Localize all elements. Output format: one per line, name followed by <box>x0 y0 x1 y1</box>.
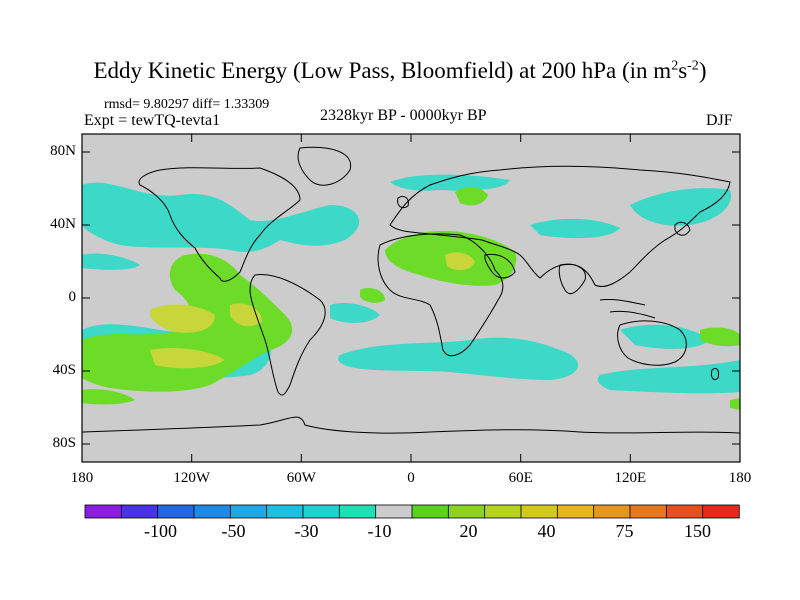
colorbar-label: 40 <box>537 521 556 541</box>
colorbar-swatch <box>411 504 450 519</box>
lon-ticks <box>81 134 741 462</box>
period-label: 2328kyr BP - 0000kyr BP <box>320 107 487 124</box>
colorbar-swatch <box>229 504 268 519</box>
green-region-s-ocean-east <box>730 398 740 410</box>
coast-north-america <box>138 167 301 282</box>
coast-africa <box>377 233 504 357</box>
teal-region-w-pacific <box>82 253 140 270</box>
coast-uk <box>397 195 409 209</box>
yellow-region-africa <box>445 252 475 271</box>
lon-label-120w: 120W <box>173 470 211 486</box>
colorbar-label: -100 <box>144 521 177 541</box>
lon-label-180w: 180 <box>70 470 94 486</box>
colorbar-swatch <box>120 504 159 519</box>
contour-fills <box>82 174 740 410</box>
colorbar-label: 150 <box>684 521 711 541</box>
colorbar <box>84 504 740 519</box>
lat-label-80n: 80N <box>50 143 76 159</box>
coast-indonesia <box>599 299 656 319</box>
colorbar-label: -50 <box>221 521 246 541</box>
colorbar-swatch <box>338 504 377 519</box>
coast-south-america <box>249 274 326 396</box>
teal-region-s-ocean <box>338 337 579 380</box>
colorbar-swatch <box>520 504 559 519</box>
green-region-n-atlantic <box>455 187 488 206</box>
lon-label-120e: 120E <box>614 470 647 486</box>
teal-region-tropics <box>330 303 380 323</box>
coast-antarctica <box>82 416 740 434</box>
green-region-s-pac-west <box>82 389 135 405</box>
teal-region-ne-pacific <box>630 188 731 226</box>
colorbar-swatch <box>84 504 123 519</box>
coast-greenland <box>297 146 352 186</box>
plot-title: Eddy Kinetic Energy (Low Pass, Bloomfiel… <box>93 58 707 83</box>
colorbar-swatch <box>702 504 740 519</box>
green-region-tropical-atl <box>360 288 385 303</box>
coast-india <box>558 263 586 295</box>
lon-label-0: 0 <box>407 470 415 486</box>
colorbar-swatch <box>157 504 195 519</box>
colorbar-swatch <box>629 504 668 519</box>
colorbar-swatch <box>302 504 341 519</box>
colorbar-label: 20 <box>459 521 478 541</box>
lon-label-60w: 60W <box>286 470 316 486</box>
lat-label-40n: 40N <box>50 216 76 232</box>
yellow-region-pacific-1 <box>149 304 215 333</box>
colorbar-swatch <box>447 504 486 519</box>
teal-region-n-pacific <box>530 218 620 239</box>
experiment-label: Expt = tewTQ-tevta1 <box>84 112 221 129</box>
colorbar-swatch <box>375 504 413 519</box>
coast-arabia <box>484 253 516 279</box>
colorbar-swatch <box>556 504 595 519</box>
green-region-w-pacific <box>700 327 740 347</box>
colorbar-swatch <box>593 504 631 519</box>
rmsd-diff-stats: rmsd= 9.80297 diff= 1.33309 <box>104 97 270 112</box>
coast-australia <box>617 320 687 366</box>
coastlines <box>82 146 740 434</box>
lat-label-40s: 40S <box>52 362 76 378</box>
colorbar-swatch <box>266 504 304 519</box>
lat-ticks <box>82 151 740 445</box>
colorbar-swatch <box>193 504 232 519</box>
colorbar-swatch <box>665 504 704 519</box>
colorbar-label: 75 <box>615 521 634 541</box>
green-region-e-pacific <box>82 253 293 392</box>
coast-eurasia <box>389 165 731 287</box>
coast-japan <box>674 221 691 236</box>
teal-region-se-pacific <box>597 360 740 394</box>
colorbar-swatch <box>484 504 522 519</box>
teal-region-nw-atlantic <box>82 182 360 252</box>
teal-region-aus <box>620 324 710 349</box>
yellow-region-s-pacific <box>150 348 225 369</box>
colorbar-label: -30 <box>294 521 319 541</box>
colorbar-label: -10 <box>367 521 392 541</box>
coast-new-zealand <box>711 367 719 381</box>
lon-label-60e: 60E <box>508 470 533 486</box>
teal-region-n-europe <box>390 174 510 191</box>
season-label: DJF <box>706 112 733 129</box>
lon-label-180e: 180 <box>728 470 752 486</box>
lat-label-0: 0 <box>68 289 77 305</box>
lat-label-80s: 80S <box>52 435 76 451</box>
